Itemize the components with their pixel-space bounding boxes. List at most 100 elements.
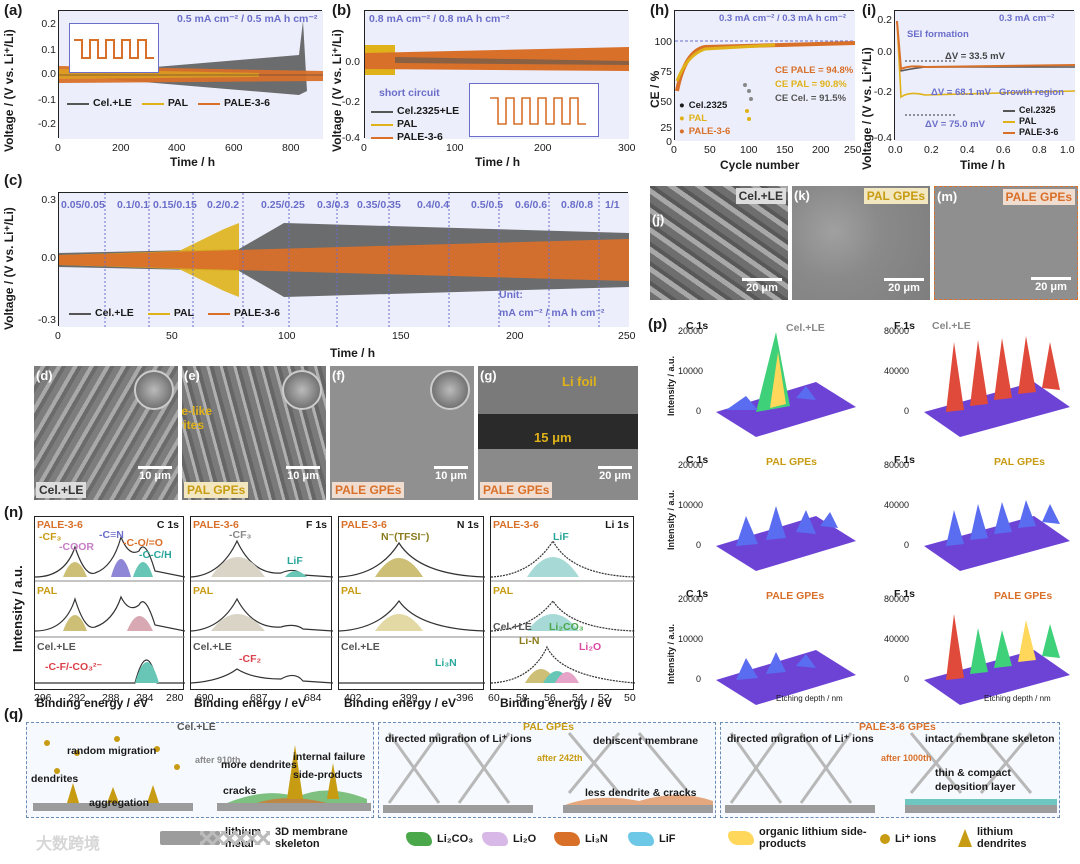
note: cracks	[223, 785, 257, 797]
legend-item: PALE-3-6	[234, 307, 280, 319]
sem-row-defg: (d) Cel.+LE 10 μm (e) needle-like dendri…	[30, 364, 640, 502]
y-tick: -0.2	[873, 86, 892, 98]
xps-f1s: PALE-3-6 F 1s -CF₃ LiF PAL Cel.+LE -CF₂	[190, 516, 333, 690]
y-tick: 20000	[678, 460, 704, 470]
x-tick: 54	[572, 692, 584, 704]
plot-frame: 0.5 mA cm⁻² / 0.5 mA h cm⁻² Cel.+LE PAL …	[58, 10, 323, 139]
spectrum-element: Li 1s	[605, 519, 629, 531]
legend-text: lithium dendrites	[977, 826, 1027, 850]
sample-label: PAL GPEs	[766, 456, 817, 468]
p3d-c-pale: Intensity / a.u. C 1s PALE GPEs 20000 10…	[666, 580, 866, 710]
note: less dendrite & cracks	[585, 787, 697, 799]
y-tick: 0.2	[41, 18, 56, 30]
xps-li1s: PALE-3-6 Li 1s LiF PAL Cel.+LE Li₂CO₃ Li…	[490, 516, 635, 690]
y-tick: 0.3	[41, 194, 56, 206]
y-tick: 75	[660, 66, 672, 78]
depth-axis-label: Etching depth / nm	[984, 694, 1051, 703]
note: dendrites	[31, 773, 79, 785]
legend-item: PAL	[1019, 116, 1037, 126]
y-tick: -0.1	[37, 94, 56, 106]
x-axis-label: Binding energy / eV	[194, 696, 307, 710]
x-axis-label: Time / h	[330, 346, 376, 360]
y-tick: 0	[904, 540, 910, 550]
panel-label: (m)	[937, 189, 958, 204]
row-label: PAL	[193, 585, 214, 597]
note: internal failure	[293, 751, 366, 763]
rate-plot	[59, 193, 629, 327]
note: deposition layer	[935, 781, 1016, 793]
sem-g: (g) Li foil 15 μm PALE GPEs 20 μm	[478, 366, 638, 500]
panel-label: (q)	[4, 706, 24, 723]
x-tick: 687	[250, 692, 268, 704]
y-tick: 0.0	[41, 68, 56, 80]
inset-b	[469, 83, 599, 137]
sem-m: (m) PALE GPEs 20 μm	[934, 186, 1078, 300]
short-circuit-note: short circuit	[379, 87, 440, 99]
legend-text: organic lithium side-products	[759, 826, 867, 850]
sample-label: PALE GPEs	[332, 482, 405, 498]
panel-n: (n) Intensity / a.u. PALE-3-6 C 1s -CF₃ …	[0, 502, 640, 710]
y-tick: 10000	[678, 634, 704, 644]
y-axis-label: Voltage / (V vs. Li⁺/Li)	[860, 47, 874, 170]
c1s-spectra	[35, 535, 185, 684]
y-tick: 80000	[884, 326, 910, 336]
voltage-plot	[365, 11, 629, 139]
legend-text: 3D membrane skeleton	[275, 826, 348, 850]
x-tick: 50	[166, 330, 178, 342]
y-axis-label: Intensity / a.u.	[10, 565, 25, 652]
scale-text: 10 μm	[287, 470, 319, 482]
panel-label: (h)	[650, 2, 670, 19]
scale-bar: 10 μm	[138, 466, 172, 482]
box-title: Cel.+LE	[177, 721, 216, 733]
x-tick: 690	[196, 692, 214, 704]
y-tick: 0.0	[877, 46, 892, 58]
rate-label: 0.1/0.1	[117, 199, 150, 211]
legend-item: Cel.2325	[688, 100, 728, 111]
watermark: 大数跨境	[36, 836, 101, 853]
sample-label: Cel.+LE	[932, 320, 971, 332]
legend: ● Cel.2325 ● PAL ● PALE-3-6	[679, 100, 731, 137]
legend: Cel.+LE PAL PALE-3-6	[69, 307, 280, 320]
legend-item: Cel.2325	[1019, 105, 1056, 115]
y-tick: 0.1	[41, 44, 56, 56]
x-tick: 292	[68, 692, 86, 704]
li-foil-label: Li foil	[562, 374, 597, 389]
x-axis-label: Time / h	[475, 155, 521, 169]
panel-a: (a) Voltage / (V vs. Li⁺/Li) 0.5 mA cm⁻²…	[0, 0, 330, 170]
xps-c1s: PALE-3-6 C 1s -CF₃ -COOR -C≡N -C-O/=O -C…	[34, 516, 185, 690]
element-label: C 1s	[686, 320, 709, 332]
y-tick: 10000	[678, 500, 704, 510]
scale-text: 10 μm	[139, 470, 171, 482]
note: after 910th	[195, 755, 241, 765]
condition-text: 0.5 mA cm⁻² / 0.5 mA h cm⁻²	[177, 13, 318, 25]
y-tick: -0.3	[37, 314, 56, 326]
x-tick: 280	[166, 692, 184, 704]
condition-text: 0.3 mA cm⁻²	[999, 13, 1055, 24]
element-label: F 1s	[894, 588, 916, 600]
panel-h: (h) CE / % 0.3 mA cm⁻² / 0.3 mA h cm⁻² C…	[648, 0, 862, 180]
dv2: ΔV = 68.1 mV	[931, 87, 991, 98]
scale-text: 20 μm	[888, 282, 920, 294]
element-label: C 1s	[686, 588, 709, 600]
legend-lif: LiF	[628, 832, 676, 846]
spectrum-element: N 1s	[456, 519, 479, 531]
sample-label: PALE GPEs	[480, 482, 553, 498]
rate-label: 0.35/0.35	[357, 199, 401, 211]
rate-label: 0.5/0.5	[471, 199, 504, 211]
row-label: Cel.+LE	[193, 641, 232, 653]
y-tick: 0	[696, 674, 702, 684]
peak-label: -C≡N	[99, 529, 124, 541]
sem-k: (k) PAL GPEs 20 μm	[792, 186, 930, 300]
peak-label: -C-O/=O	[123, 537, 163, 549]
row-label: PAL	[341, 585, 362, 597]
rate-label: 1/1	[605, 199, 620, 211]
peak-label: Li₃N	[435, 657, 457, 669]
sample-label: Cel.+LE	[786, 322, 825, 334]
y-tick: -0.4	[873, 132, 892, 144]
panel-b: (b) Voltage / (V vs. Li⁺/Li) 0.8 mA cm⁻²…	[330, 0, 640, 170]
legend-li-ions: Li⁺ ions	[880, 832, 936, 845]
sem-row-jkm: (j) Cel.+LE 20 μm (k) PAL GPEs 20 μm (m)…	[648, 182, 1080, 304]
p3d-f-cel: F 1s Cel.+LE 80000 40000 0	[874, 312, 1078, 444]
panel-label: (p)	[648, 316, 668, 333]
rate-label: 0.6/0.6	[515, 199, 548, 211]
